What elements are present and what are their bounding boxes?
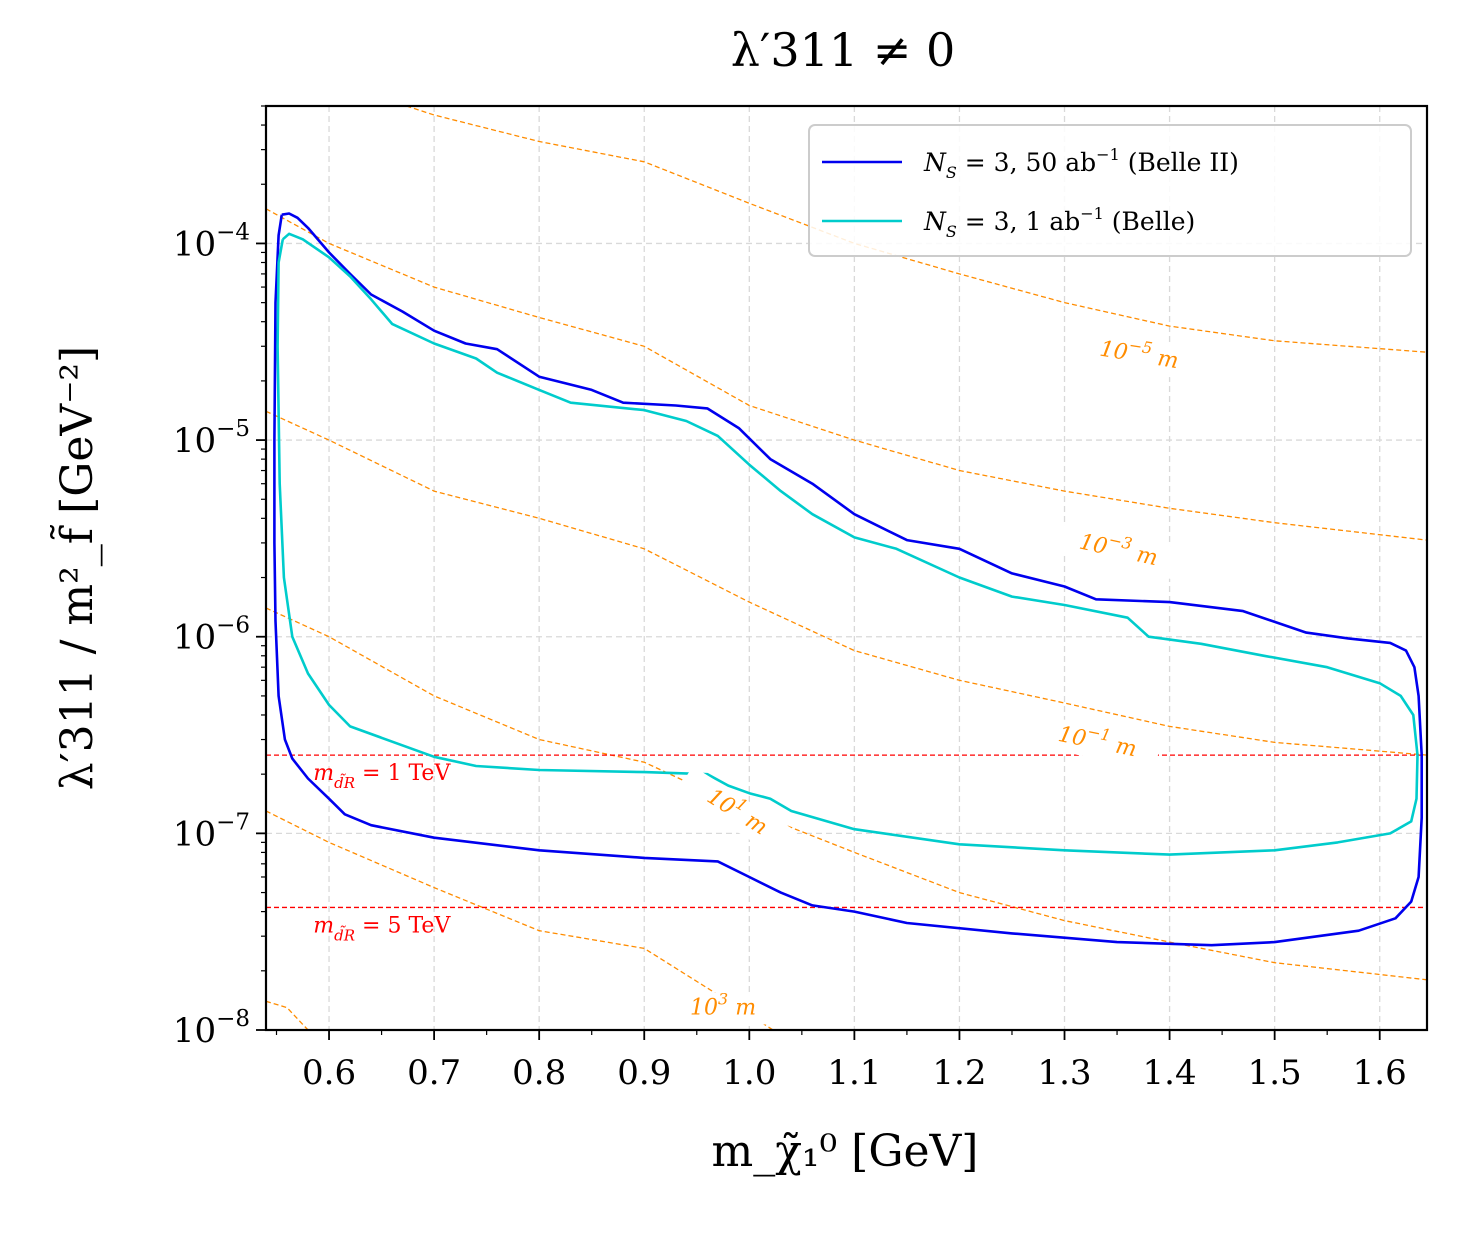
contour-label-mask <box>1075 330 1203 382</box>
contour-label: 103 m <box>690 989 756 1020</box>
series-line-belle <box>276 232 1419 856</box>
y-axis-label: λ′311 / m²_f̃ [GeV⁻²] <box>48 346 103 790</box>
legend-box <box>808 124 1412 257</box>
chart-title: λ′311 ≠ 0 <box>731 23 955 77</box>
x-axis-label: m_χ̃₁⁰ [GeV] <box>712 1126 979 1177</box>
x-tick-label: 0.6 <box>302 1053 356 1093</box>
contour-label: 10−3 m <box>1077 524 1161 571</box>
contour-label-mask <box>661 992 786 1025</box>
reference-label: md̃R = 1 TeV <box>313 761 451 792</box>
x-tick-label: 1.6 <box>1353 1053 1407 1093</box>
reference-lines: md̃R = 1 TeV md̃R = 5 TeV <box>266 754 1427 944</box>
y-tick-label: 10−5 <box>173 416 250 461</box>
x-tick-label: 1.2 <box>932 1053 986 1093</box>
axes-frame <box>264 104 1429 1032</box>
x-axis: 0.6 0.7 0.8 0.9 1.0 1.1 1.2 1.3 1.4 1.5 1.6 <box>275 1030 1407 1093</box>
y-axis: 10−4 10−5 10−6 10−7 10−8 <box>173 105 266 1051</box>
y-tick-label: 10−7 <box>173 809 250 854</box>
grid <box>266 106 1427 1030</box>
plot-area <box>266 106 1427 1030</box>
contour-line <box>266 410 1427 756</box>
x-tick-label: 0.9 <box>617 1053 671 1093</box>
contour-line <box>266 1000 309 1030</box>
legend-label: NS = 3, 50 ab−1 (Belle II) <box>923 145 1239 182</box>
reference-label: md̃R = 5 TeV <box>313 913 451 944</box>
contour-line <box>404 106 1427 353</box>
x-tick-label: 1.0 <box>722 1053 776 1093</box>
contour-label-mask <box>675 766 798 860</box>
x-tick-label: 0.7 <box>407 1053 461 1093</box>
contour-label: 10−5 m <box>1098 331 1181 374</box>
x-tick-label: 1.3 <box>1037 1053 1091 1093</box>
y-tick-label: 10−8 <box>173 1006 250 1051</box>
y-tick-label: 10−6 <box>173 613 250 658</box>
x-tick-label: 1.4 <box>1143 1053 1197 1093</box>
series-lines <box>273 212 1423 947</box>
y-tick-label: 10−4 <box>173 219 250 264</box>
contour-label-mask <box>1033 714 1162 771</box>
contour-line <box>266 208 1427 541</box>
x-tick-label: 0.8 <box>512 1053 566 1093</box>
contour-label-mask <box>1054 521 1183 580</box>
x-tick-label: 1.1 <box>827 1053 881 1093</box>
x-tick-label: 1.5 <box>1248 1053 1302 1093</box>
series-line-belle2 <box>273 212 1423 947</box>
legend-label: NS = 3, 1 ab−1 (Belle) <box>923 204 1195 241</box>
contour-label: 10−1 m <box>1056 716 1140 762</box>
legend: NS = 3, 50 ab−1 (Belle II) NS = 3, 1 ab−1… <box>808 124 1412 257</box>
